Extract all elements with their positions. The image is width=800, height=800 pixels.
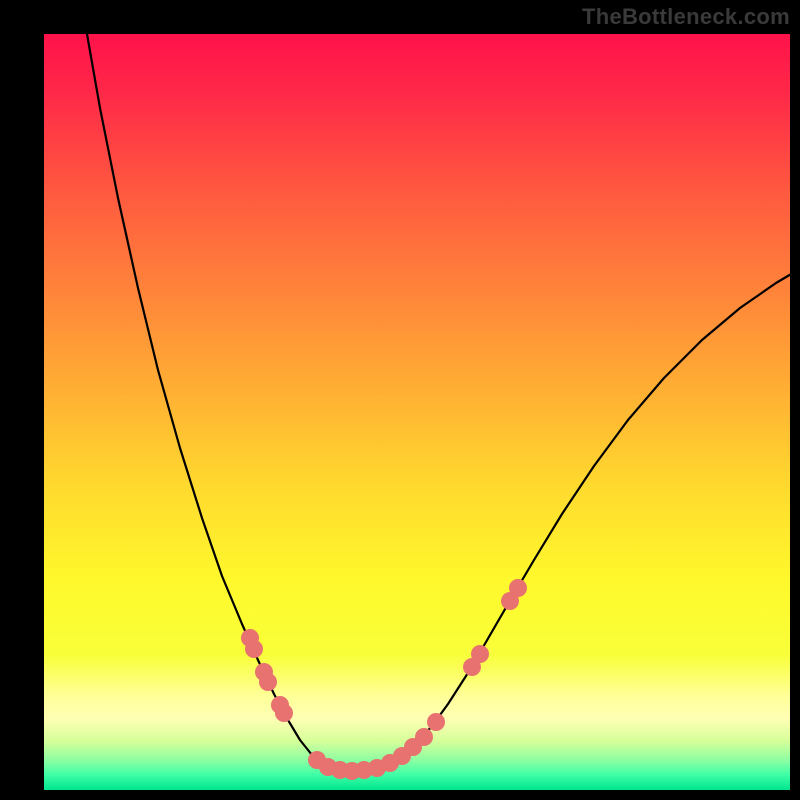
marker-dot: [471, 645, 489, 663]
marker-dot: [415, 728, 433, 746]
marker-dots: [241, 579, 527, 780]
v-curve: [84, 17, 798, 771]
marker-dot: [427, 713, 445, 731]
marker-dot: [275, 704, 293, 722]
marker-dot: [259, 673, 277, 691]
watermark-text: TheBottleneck.com: [582, 4, 790, 30]
chart-svg: [0, 0, 800, 800]
chart-container: TheBottleneck.com: [0, 0, 800, 800]
marker-dot: [509, 579, 527, 597]
marker-dot: [245, 640, 263, 658]
